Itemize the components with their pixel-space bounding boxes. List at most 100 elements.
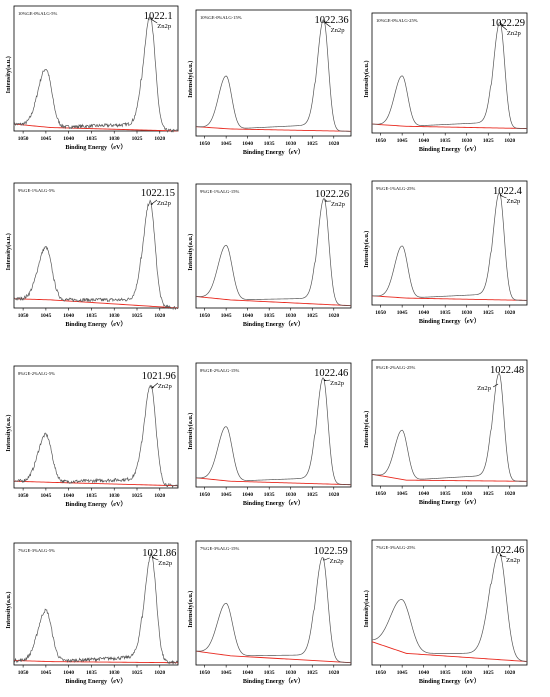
xps-panel: 1050 1045 1040 1035 1030 1025 1020 Binding Ener…	[5, 365, 179, 508]
plot-frame	[371, 539, 528, 666]
plot-frame	[13, 182, 179, 309]
x-tick-label: 1040	[63, 670, 74, 676]
plot-frame	[13, 365, 179, 489]
xps-panel: 1050 1045 1040 1035 1030 1025 1020 Binding Ener…	[187, 9, 352, 156]
x-tick-label: 1050	[199, 670, 210, 676]
peak-arrow	[500, 23, 508, 31]
x-tick-label: 1045	[397, 491, 408, 497]
background-line	[13, 480, 179, 487]
x-tick-label: 1025	[132, 493, 143, 499]
xps-panel: 1050 1045 1040 1035 1030 1025 1020 Binding Ener…	[363, 539, 528, 685]
peak-arrow	[492, 383, 499, 388]
peak-name-label: Zn2p	[330, 558, 345, 565]
x-axis-label: Binding Energy（eV）	[243, 148, 304, 156]
x-axis-label: Binding Energy（eV）	[65, 143, 126, 151]
x-tick-label: 1040	[63, 313, 74, 319]
x-tick-label: 1040	[242, 313, 253, 319]
peak-arrow	[323, 557, 330, 561]
peak-value-label: 1022.26	[315, 189, 349, 200]
peak-arrow	[324, 199, 332, 202]
panel-title: 8%GE-2%ALG-5%	[18, 371, 55, 376]
peak-value-label: 1022.1	[144, 11, 173, 22]
background-line	[371, 641, 528, 662]
peak-value-label: 1022.46	[490, 545, 524, 556]
spectrum-line	[195, 19, 352, 132]
panel-title: 7%GE-3%ALG-15%	[200, 546, 239, 551]
peak-value-label: 1022.4	[493, 186, 523, 197]
panel-title: 9%GE-1%ALG-5%	[18, 188, 55, 193]
x-tick-label: 1030	[109, 493, 120, 499]
x-tick-label: 1035	[264, 313, 275, 319]
peak-arrow	[499, 553, 507, 558]
xps-panel: 1050 1045 1040 1035 1030 1025 1020 Binding Ener…	[363, 180, 528, 325]
background-line	[13, 660, 179, 664]
x-tick-label: 1025	[132, 313, 143, 319]
x-tick-label: 1020	[504, 670, 515, 676]
x-tick-label: 1020	[154, 313, 165, 319]
x-tick-label: 1050	[199, 313, 210, 319]
peak-arrow	[151, 382, 159, 389]
peak-arrow	[324, 20, 331, 28]
x-tick-label: 1050	[375, 138, 386, 144]
x-tick-label: 1050	[375, 491, 386, 497]
xps-panel: 1050 1045 1040 1035 1030 1025 1020 Binding Ener…	[5, 5, 179, 151]
spectrum-line	[13, 16, 179, 133]
peak-value-label: 1022.59	[314, 546, 348, 557]
x-tick-label: 1050	[375, 670, 386, 676]
x-tick-label: 1045	[221, 670, 232, 676]
peak-arrow	[150, 199, 158, 205]
x-tick-label: 1045	[221, 141, 232, 147]
spectrum-line	[371, 372, 528, 482]
x-tick-label: 1030	[109, 670, 120, 676]
y-axis-label: Intensity(a.u.)	[187, 61, 194, 98]
x-tick-label: 1050	[199, 141, 210, 147]
y-axis-label: Intensity(a.u.)	[5, 233, 12, 270]
spectrum-line	[371, 552, 528, 662]
x-axis-label: Binding Energy（eV）	[65, 500, 126, 508]
x-tick-label: 1020	[328, 141, 339, 147]
panel-title: 8%GE-2%ALG-25%	[376, 365, 415, 370]
x-tick-label: 1035	[264, 670, 275, 676]
plot-frame	[13, 542, 179, 666]
x-tick-label: 1030	[285, 670, 296, 676]
spectrum-line	[195, 377, 352, 486]
x-tick-label: 1045	[40, 136, 51, 142]
x-tick-label: 1050	[18, 493, 29, 499]
y-axis-label: Intensity(a.u.)	[363, 60, 370, 97]
x-tick-label: 1045	[397, 310, 408, 316]
peak-name-label: Zn2p	[157, 23, 172, 30]
y-axis-label: Intensity(a.u.)	[5, 415, 12, 452]
x-axis-label: Binding Energy（eV）	[419, 677, 480, 685]
peak-value-label: 1022.29	[491, 18, 525, 29]
x-axis-label: Binding Energy（eV）	[65, 320, 126, 328]
peak-name-label: Zn2p	[157, 200, 172, 207]
peak-arrow	[152, 555, 159, 561]
x-tick-label: 1040	[63, 136, 74, 142]
x-tick-label: 1020	[328, 313, 339, 319]
x-tick-label: 1035	[264, 141, 275, 147]
y-axis-label: Intensity(a.u.)	[363, 590, 370, 627]
background-line	[13, 123, 179, 132]
x-tick-label: 1025	[307, 492, 318, 498]
x-tick-label: 1045	[221, 492, 232, 498]
x-tick-label: 1050	[18, 313, 29, 319]
x-tick-label: 1030	[461, 491, 472, 497]
x-tick-label: 1040	[242, 141, 253, 147]
x-tick-label: 1030	[109, 313, 120, 319]
panel-title: 10%GE-0%ALG-25%	[376, 18, 418, 23]
x-tick-label: 1045	[40, 313, 51, 319]
xps-panel: 1050 1045 1040 1035 1030 1025 1020 Binding Ener…	[5, 182, 179, 328]
y-axis-label: Intensity(a.u.)	[187, 234, 194, 271]
x-tick-label: 1035	[440, 491, 451, 497]
x-tick-label: 1025	[307, 313, 318, 319]
x-tick-label: 1040	[418, 670, 429, 676]
panel-title: 8%GE-2%ALG-15%	[200, 368, 239, 373]
xps-panel: 1050 1045 1040 1035 1030 1025 1020 Binding Ener…	[187, 362, 352, 507]
x-tick-label: 1025	[132, 136, 143, 142]
x-tick-label: 1020	[154, 670, 165, 676]
x-tick-label: 1040	[63, 493, 74, 499]
x-tick-label: 1040	[418, 138, 429, 144]
peak-name-label: Zn2p	[331, 27, 346, 34]
x-axis-label: Binding Energy（eV）	[243, 499, 304, 507]
